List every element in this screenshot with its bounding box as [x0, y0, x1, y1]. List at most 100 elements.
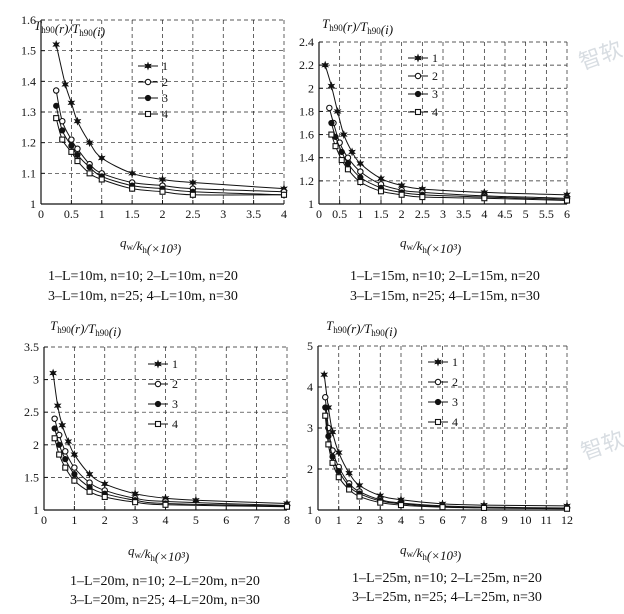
- data-point-square: [68, 148, 75, 155]
- data-point-dot: [322, 404, 329, 411]
- legend-marker-dot: [414, 90, 422, 98]
- legend-label: 2: [172, 377, 178, 391]
- x-tick-label: 0.5: [64, 207, 79, 221]
- y-tick-label: 1: [30, 197, 36, 211]
- x-tick-label: 1.5: [374, 207, 389, 221]
- legend-label: 4: [172, 417, 178, 431]
- legend-label: 4: [162, 107, 168, 121]
- data-point-star: [320, 370, 329, 380]
- legend-item: 4: [138, 107, 168, 121]
- data-point-circle: [322, 393, 329, 401]
- x-axis-label: qw/kh(×10³): [400, 235, 461, 256]
- x-tick-label: 5: [419, 513, 425, 527]
- data-point-square: [325, 441, 332, 448]
- y-tick-label: 1.4: [21, 74, 36, 88]
- data-point-circle: [357, 168, 364, 175]
- x-tick-label: 0.5: [332, 207, 347, 221]
- legend-item: 2: [408, 69, 438, 83]
- data-point-dot: [51, 425, 58, 432]
- data-point-dot: [325, 433, 332, 440]
- data-point-square: [62, 464, 69, 471]
- data-point-dot: [53, 102, 60, 109]
- y-tick-label: 1.6: [299, 128, 314, 142]
- x-axis-label: qw/kh(×10³): [128, 543, 189, 564]
- data-point-square: [344, 166, 351, 173]
- series-1: [321, 60, 571, 200]
- data-point-square: [346, 486, 353, 493]
- caption-panel-2-line-2: 3–L=15m, n=25; 4–L=15m, n=30: [350, 289, 540, 304]
- data-point-square: [332, 143, 339, 150]
- data-point-square: [439, 504, 446, 511]
- x-tick-label: 6: [440, 513, 446, 527]
- y-tick-label: 1.2: [21, 136, 36, 150]
- data-point-square: [101, 493, 108, 501]
- legend-marker-star: [434, 357, 442, 367]
- data-point-square: [481, 195, 488, 202]
- data-point-circle: [71, 464, 78, 471]
- data-point-square: [357, 178, 364, 186]
- x-tick-label: 1: [71, 513, 77, 527]
- data-point-square: [56, 451, 63, 458]
- y-tick-label: 3.5: [24, 340, 39, 354]
- legend-label: 1: [452, 355, 458, 369]
- series-4: [51, 435, 291, 510]
- data-point-square: [419, 194, 426, 201]
- data-point-circle: [62, 448, 69, 455]
- x-tick-label: 5: [193, 513, 199, 527]
- data-point-square: [71, 477, 78, 484]
- grid-lines: [318, 345, 568, 510]
- data-point-square: [162, 501, 169, 508]
- legend-label: 4: [452, 415, 458, 429]
- x-tick-label: 2: [357, 513, 363, 527]
- x-tick-label: 2.5: [185, 207, 200, 221]
- x-tick-label: 4: [163, 513, 169, 527]
- legend-label: 1: [172, 357, 178, 371]
- legend-marker-square: [154, 420, 162, 428]
- data-point-square: [86, 170, 93, 177]
- data-point-star: [97, 153, 106, 163]
- y-tick-label: 1.3: [21, 105, 36, 119]
- data-point-square: [59, 136, 66, 143]
- legend-item: 3: [408, 87, 438, 101]
- legend-marker-square: [434, 418, 442, 426]
- data-point-circle: [74, 145, 81, 153]
- data-point-star: [333, 106, 342, 116]
- caption-panel-1-line-2: 3–L=10m, n=25; 4–L=10m, n=30: [48, 289, 238, 304]
- y-axis-label: Th90(r)/Th90(i): [50, 318, 121, 339]
- data-point-square: [98, 176, 105, 183]
- data-point-star: [345, 468, 353, 478]
- legend-item: 4: [408, 105, 438, 119]
- legend-label: 3: [172, 397, 178, 411]
- x-tick-label: 1: [99, 207, 105, 221]
- series-line: [330, 122, 568, 200]
- x-tick-label: 5: [523, 207, 529, 221]
- series-line: [55, 105, 285, 196]
- data-point-square: [322, 412, 329, 419]
- data-point-dot: [71, 471, 78, 478]
- data-point-square: [377, 499, 384, 506]
- y-tick-label: 3: [33, 373, 39, 387]
- x-tick-label: 4: [281, 207, 287, 221]
- data-point-star: [64, 437, 73, 447]
- legend-marker-star: [144, 61, 152, 71]
- caption-panel-3-line-1: 1–L=20m, n=10; 2–L=20m, n=20: [70, 574, 260, 589]
- data-point-square: [86, 488, 93, 495]
- data-point-square: [74, 158, 81, 165]
- x-tick-label: 10: [520, 513, 532, 527]
- legend-marker-dot: [144, 94, 152, 102]
- x-tick-label: 3: [440, 207, 446, 221]
- legend-marker-star: [154, 359, 162, 369]
- legend-label: 3: [432, 87, 438, 101]
- caption-panel-4-line-2: 3–L=25m, n=25; 4–L=25m, n=30: [352, 590, 542, 605]
- data-point-star: [128, 168, 136, 178]
- series-3: [328, 119, 571, 203]
- data-point-star: [73, 116, 82, 126]
- data-point-dot: [344, 160, 352, 167]
- x-tick-label: 7: [460, 513, 466, 527]
- data-point-square: [129, 185, 136, 192]
- data-point-square: [563, 505, 571, 512]
- x-tick-label: 11: [540, 513, 552, 527]
- legend-marker-dot: [434, 398, 442, 406]
- x-tick-label: 12: [561, 513, 573, 527]
